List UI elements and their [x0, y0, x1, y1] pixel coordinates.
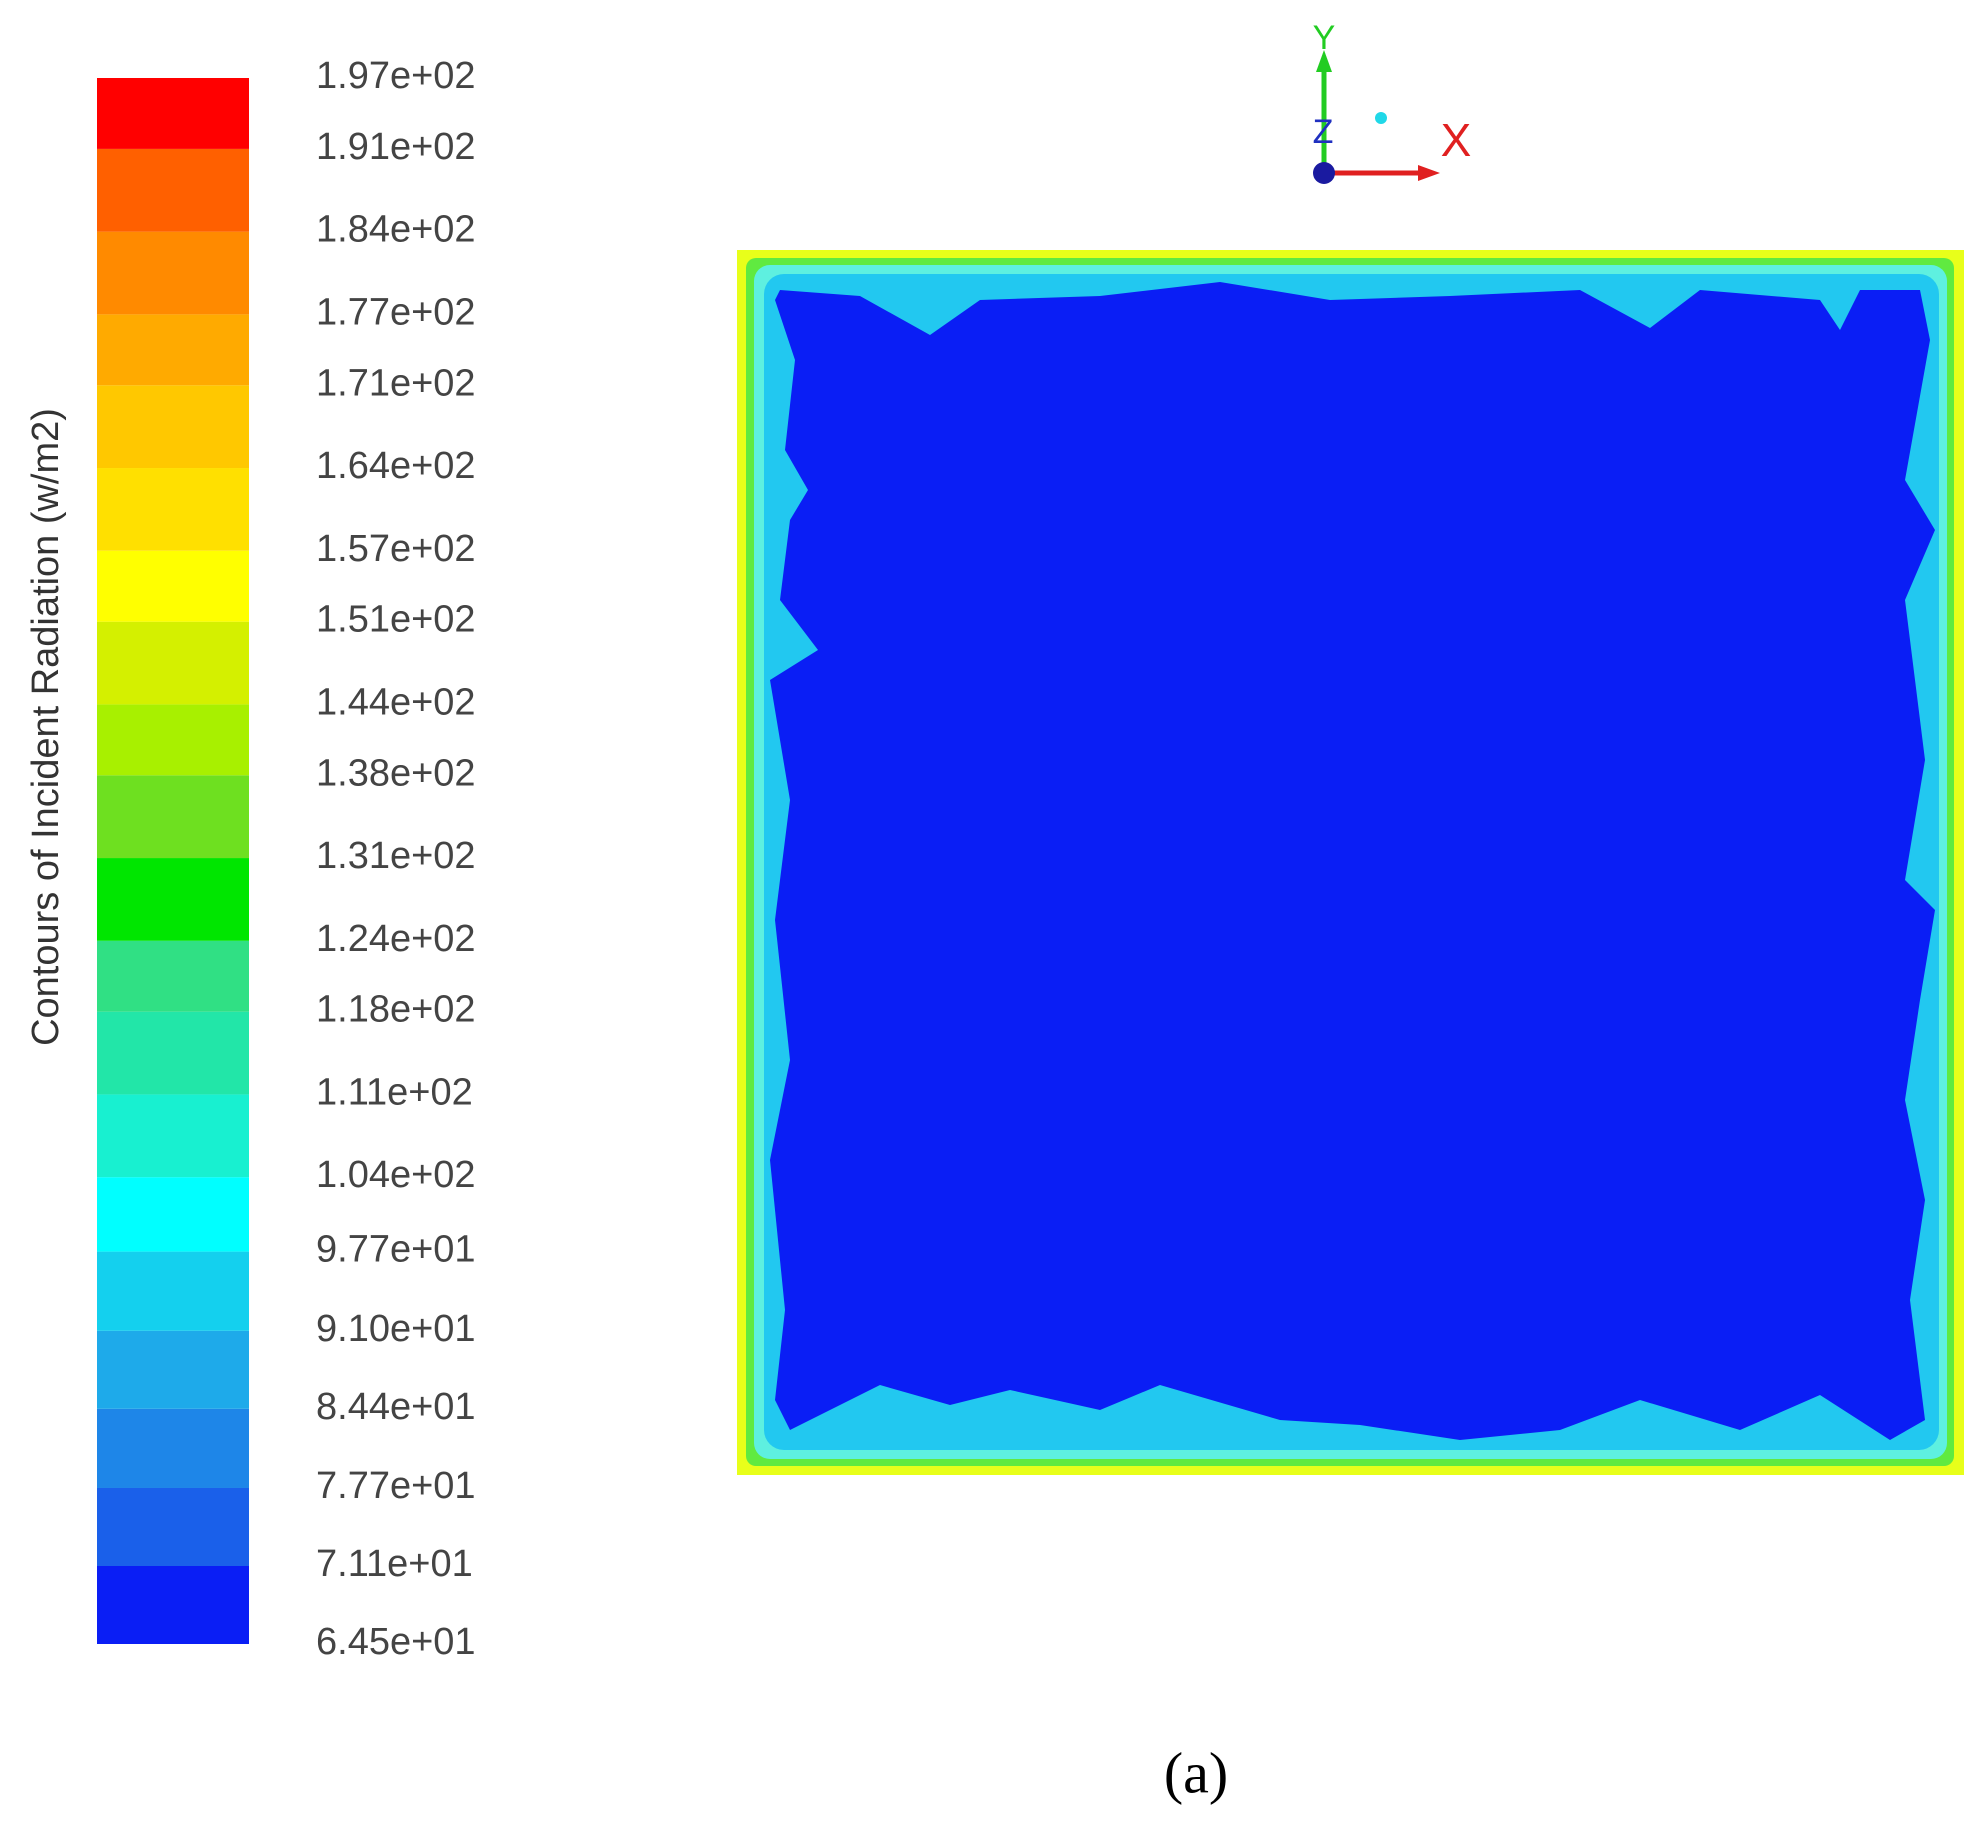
colorbar-band — [97, 1011, 249, 1095]
colorbar-band — [97, 231, 249, 315]
colorbar-band — [97, 1251, 249, 1331]
colorbar-label: 1.31e+02 — [316, 835, 476, 877]
colorbar-label: 1.77e+02 — [316, 291, 476, 333]
colorbar-label: 1.97e+02 — [316, 55, 476, 97]
colorbar-label: 7.77e+01 — [316, 1465, 476, 1507]
colorbar-band — [97, 78, 249, 149]
colorbar-label: 1.91e+02 — [316, 126, 476, 168]
colorbar-label: 1.38e+02 — [316, 752, 476, 794]
contour-field — [737, 250, 1964, 1475]
colorbar-band — [97, 1408, 249, 1488]
colorbar-label: 9.77e+01 — [316, 1229, 476, 1271]
colorbar-label: 1.64e+02 — [316, 445, 476, 487]
caption: (a) — [1164, 1740, 1228, 1805]
axis-label: Y — [1313, 19, 1336, 57]
colorbar-label: 8.44e+01 — [316, 1386, 476, 1428]
colorbar-band — [97, 1487, 249, 1566]
colorbar-label: 1.71e+02 — [316, 362, 476, 404]
colorbar-band — [97, 858, 249, 941]
view-point — [1375, 112, 1387, 124]
colorbar-band — [97, 1330, 249, 1409]
colorbar-label: 1.04e+02 — [316, 1154, 476, 1196]
colorbar-label: 6.45e+01 — [316, 1621, 476, 1663]
axis-triad: Y Z X — [1313, 19, 1472, 184]
colorbar-band — [97, 148, 249, 232]
x-arrowhead — [1418, 165, 1440, 181]
colorbar-band — [97, 775, 249, 859]
colorbar-band — [97, 314, 249, 386]
colorbar-title: Contours of Incident Radiation (w/m2) — [25, 408, 67, 1046]
colorbar-label: 1.24e+02 — [316, 918, 476, 960]
colorbar-label: 1.11e+02 — [316, 1071, 473, 1113]
colorbar-label: 1.84e+02 — [316, 209, 476, 251]
colorbar-band — [97, 704, 249, 776]
colorbar-label: 7.11e+01 — [316, 1543, 473, 1585]
colorbar-label: 1.51e+02 — [316, 599, 476, 641]
colorbar-band — [97, 621, 249, 705]
colorbar-band — [97, 940, 249, 1012]
axis-label: Z — [1313, 113, 1334, 151]
colorbar-band — [97, 1094, 249, 1178]
colorbar-label: 1.44e+02 — [316, 681, 476, 723]
colorbar-label: 1.57e+02 — [316, 528, 476, 570]
colorbar-label: 1.18e+02 — [316, 989, 476, 1031]
colorbar-band — [97, 1565, 249, 1644]
y-arrowhead — [1316, 50, 1332, 72]
field-core — [770, 282, 1935, 1440]
colorbar-band — [97, 550, 249, 622]
z-axis-dot — [1313, 162, 1335, 184]
colorbar-band — [97, 385, 249, 469]
colorbar-label: 9.10e+01 — [316, 1308, 476, 1350]
axis-label: X — [1441, 114, 1472, 166]
colorbar-band — [97, 468, 249, 551]
colorbar-band — [97, 1177, 249, 1252]
